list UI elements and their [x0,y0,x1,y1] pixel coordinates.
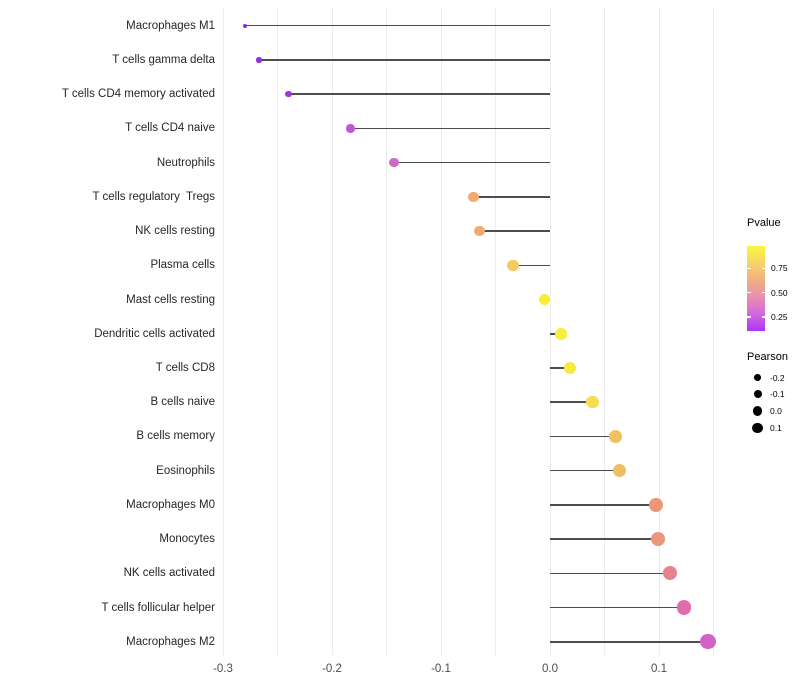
pvalue-tick-label: 0.75 [771,263,788,274]
data-point-t-cells-gamma-delta [256,57,262,63]
pvalue-tick-mark [761,267,765,270]
x-tick-label: -0.2 [322,663,342,675]
pvalue-tick-mark [747,267,751,270]
gridline [604,8,605,655]
y-axis-label-t-cells-follicular-helper: T cells follicular helper [101,601,215,614]
gridline [331,8,333,655]
data-point-b-cells-memory [609,430,622,443]
y-axis-label-b-cells-naive: B cells naive [150,396,215,409]
gridline [495,8,496,655]
lollipop-stem [479,230,550,232]
data-point-t-cells-cd4-naive [346,124,355,133]
x-tick-label: 0.0 [542,663,558,675]
y-axis-label-macrophages-m0: Macrophages M0 [126,498,215,511]
y-axis-label-macrophages-m2: Macrophages M2 [126,635,215,648]
x-tick-label: -0.1 [431,663,451,675]
pvalue-gradient-bar [747,246,765,331]
data-point-t-cells-follicular-helper [676,600,692,615]
y-axis-label-neutrophils: Neutrophils [156,156,215,169]
data-point-macrophages-m2 [700,634,716,650]
data-point-b-cells-naive [586,396,599,409]
y-axis-label-macrophages-m1: Macrophages M1 [126,19,215,32]
lollipop-stem [550,367,570,369]
pvalue-tick-label: 0.25 [771,311,788,322]
y-axis-label-t-cells-cd8: T cells CD8 [155,362,215,374]
x-tick-label: -0.3 [213,663,233,675]
lollipop-stem [550,641,709,643]
lollipop-stem [550,606,685,609]
y-axis-label-t-cells-cd4-naive: T cells CD4 naive [125,122,215,135]
data-point-nk-cells-resting [473,225,485,237]
lollipop-stem [244,24,550,27]
y-axis-label-mast-cells-resting: Mast cells resting [126,293,215,306]
data-point-macrophages-m1 [242,23,247,28]
data-point-monocytes [651,532,665,547]
pearson-size-label: 0.1 [770,422,782,433]
pearson-size-label: 0.0 [770,406,782,417]
y-axis-label-eosinophils: Eosinophils [156,464,215,477]
gridline [277,8,278,655]
gridline [549,8,551,655]
lollipop-stem [550,538,658,540]
pearson-size-dot [752,422,763,434]
lollipop-stem [550,504,656,506]
data-point-plasma-cells [507,259,519,271]
lollipop-stem [512,264,550,267]
lollipop-stem [550,572,670,575]
y-axis-label-nk-cells-activated: NK cells activated [123,567,215,580]
pvalue-tick-mark [761,291,765,294]
gridline [713,8,714,655]
pearson-size-dot [753,390,762,399]
y-axis-label-t-cells-gamma-delta: T cells gamma delta [112,53,215,66]
y-axis-label-dendritic-cells-activated: Dendritic cells activated [94,327,215,340]
y-axis-label-nk-cells-resting: NK cells resting [135,225,215,238]
y-axis-label-b-cells-memory: B cells memory [136,430,215,443]
gridline [658,8,660,655]
pvalue-tick-mark [761,316,765,318]
y-axis-label-t-cells-regulatory-tregs: T cells regulatory Tregs [92,190,215,203]
pvalue-tick-mark [747,291,751,294]
data-point-eosinophils [613,464,627,478]
pearson-size-label: -0.1 [770,389,785,400]
lollipop-stem [550,469,620,472]
pearson-size-dot [752,406,763,416]
lollipop-stem [550,401,593,403]
lollipop-stem [258,59,550,61]
data-point-macrophages-m0 [648,498,663,512]
y-axis-label-plasma-cells: Plasma cells [150,259,215,272]
pvalue-tick-label: 0.50 [771,287,788,298]
pvalue-tick-mark [747,316,751,318]
gridline [440,8,442,655]
pearson-size-label: -0.2 [770,372,785,383]
lollipop-stem [350,127,550,130]
data-point-mast-cells-resting [538,293,551,306]
data-point-t-cells-cd8 [563,362,576,374]
pearson-legend-title: Pearson [747,351,788,363]
lollipop-stem [288,93,550,95]
gridline [386,8,387,655]
y-axis-label-t-cells-cd4-memory-activated: T cells CD4 memory activated [61,88,215,101]
data-point-nk-cells-activated [662,566,677,581]
data-point-t-cells-cd4-memory-activated [285,90,292,98]
x-tick-label: 0.1 [651,663,667,675]
lollipop-stem [473,196,550,198]
data-point-neutrophils [389,157,399,168]
data-point-t-cells-regulatory-tregs [468,191,479,203]
gridline [222,8,224,655]
pvalue-legend-title: Pvalue [747,217,781,229]
lollipop-stem [550,435,616,438]
y-axis-label-monocytes: Monocytes [159,533,215,546]
data-point-dendritic-cells-activated [555,327,567,340]
pearson-size-dot [754,374,761,381]
lollipop-stem [394,161,550,164]
